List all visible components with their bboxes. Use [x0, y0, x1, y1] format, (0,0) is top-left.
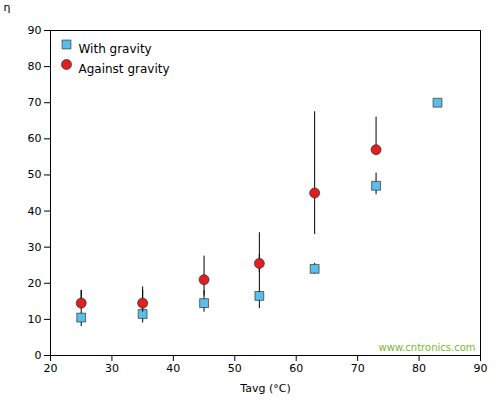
svg-text:80: 80	[28, 60, 42, 73]
svg-text:Against gravity: Against gravity	[79, 62, 170, 76]
svg-text:With gravity: With gravity	[79, 42, 152, 56]
svg-text:40: 40	[28, 205, 42, 218]
svg-text:80: 80	[412, 362, 426, 375]
svg-text:η: η	[4, 1, 11, 14]
svg-text:60: 60	[28, 132, 42, 145]
svg-text:60: 60	[289, 362, 303, 375]
svg-text:30: 30	[105, 362, 119, 375]
svg-text:70: 70	[351, 362, 365, 375]
svg-text:30: 30	[28, 241, 42, 254]
svg-text:90: 90	[474, 362, 488, 375]
svg-text:Tavg (°C): Tavg (°C)	[239, 382, 290, 395]
svg-text:90: 90	[28, 24, 42, 37]
svg-text:50: 50	[28, 168, 42, 181]
svg-text:40: 40	[166, 362, 180, 375]
svg-text:20: 20	[44, 362, 58, 375]
svg-text:20: 20	[28, 277, 42, 290]
svg-text:www.cntronics.com: www.cntronics.com	[379, 342, 476, 353]
svg-text:70: 70	[28, 96, 42, 109]
svg-text:50: 50	[228, 362, 242, 375]
svg-text:0: 0	[35, 349, 42, 362]
svg-text:10: 10	[28, 313, 42, 326]
